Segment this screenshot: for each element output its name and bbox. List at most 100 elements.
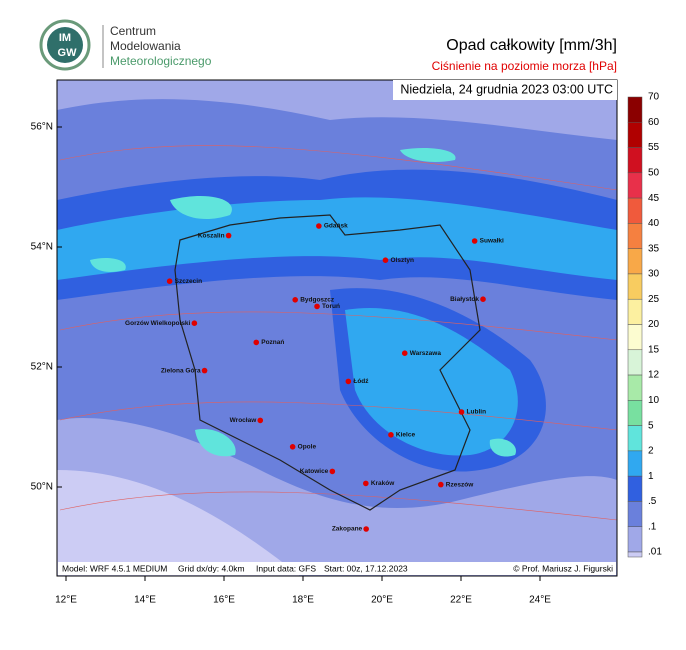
colorbar-box [627, 374, 643, 401]
city-marker [345, 378, 352, 385]
city-marker [438, 481, 444, 488]
colorbar-label: 35 [648, 243, 660, 254]
city-marker [316, 223, 322, 229]
colorbar-box [627, 324, 643, 351]
footer-text: Model: WRF 4.5.1 MEDIUM [62, 563, 167, 573]
city-marker [191, 320, 198, 327]
colorbar-label: 70 [648, 92, 660, 103]
city-label: Białystok [450, 296, 479, 303]
colorbar-label: 30 [648, 269, 660, 280]
colorbar-label: .01 [648, 547, 662, 558]
city-label: Toruń [322, 303, 340, 310]
institute-name: Modelowania [110, 39, 181, 53]
lat-label: 56°N [31, 122, 53, 133]
footer-strip [58, 562, 616, 575]
city-marker [458, 409, 465, 415]
lon-label: 20°E [371, 595, 393, 606]
city-marker [388, 432, 394, 438]
colorbar-box [627, 425, 643, 452]
city-marker [401, 350, 408, 357]
city-label: Warszawa [410, 350, 442, 357]
colorbar-label: 12 [648, 370, 660, 381]
city-label: Kielce [396, 432, 416, 439]
colorbar-label: 20 [648, 319, 660, 330]
colorbar-label: 15 [648, 344, 660, 355]
colorbar-box [627, 248, 643, 275]
city-marker [292, 297, 299, 303]
city-label: Suwałki [480, 238, 504, 245]
lat-label: 52°N [31, 362, 53, 373]
lon-label: 12°E [55, 595, 77, 606]
map-layers: 56°N 54°N 52°N 50°N 12°E 14°E 16°E 18°E 20°E 22°E… [31, 92, 663, 606]
lon-label: 14°E [134, 595, 156, 606]
colorbar-label: .1 [648, 521, 657, 532]
lon-label: 18°E [292, 595, 314, 606]
colorbar-box [627, 475, 643, 502]
city-marker [257, 417, 264, 424]
colorbar-box [627, 501, 643, 527]
institute-name: Meteorologicznego [110, 54, 212, 68]
colorbar-box [627, 197, 643, 224]
colorbar-box [627, 349, 643, 376]
city-marker [166, 278, 173, 285]
title: Opad całkowity [mm/3h] [446, 37, 617, 54]
lon-label: 22°E [450, 595, 472, 606]
lon-label: 16°E [213, 595, 235, 606]
city-marker [225, 232, 232, 239]
city-label: Gorzów Wielkopolski [125, 320, 191, 327]
city-label: Rzeszów [446, 481, 474, 488]
city-label: Lublin [467, 409, 487, 416]
city-label: Opole [298, 444, 317, 451]
logo-text: IM [59, 32, 71, 44]
map-frame [56, 79, 618, 577]
city-label: Katowice [300, 468, 329, 475]
city-marker [363, 526, 369, 532]
lat-label: 50°N [31, 482, 53, 493]
time-box [393, 80, 617, 100]
footer-text: Grid dx/dy: 4.0km [178, 563, 245, 573]
city-marker [382, 257, 389, 264]
city-marker [253, 339, 260, 346]
city-marker [471, 238, 478, 244]
colorbar-box [627, 273, 643, 300]
colorbar-label: 2 [648, 446, 654, 457]
logo: IM GW Centrum Modelowania Meteorologiczn… [39, 19, 212, 71]
city-label: Łódź [353, 378, 369, 385]
city-marker [363, 480, 369, 487]
colorbar-box [627, 551, 643, 558]
city-label: Koszalin [198, 232, 225, 239]
colorbar-box [627, 400, 643, 426]
colorbar-label: 50 [648, 167, 660, 178]
subtitle: Ciśnienie na poziomie morza [hPa] [432, 59, 617, 73]
colorbar-box [627, 298, 643, 325]
city-label: Poznań [261, 339, 284, 346]
footer-text: © Prof. Mariusz J. Figurski [513, 563, 613, 573]
institute-name: Centrum [110, 24, 156, 38]
colorbar-box [627, 96, 643, 123]
city-label: Olsztyn [390, 257, 414, 264]
colorbar-box [627, 172, 643, 199]
lon-label: 24°E [529, 595, 551, 606]
colorbar-box [627, 147, 643, 174]
city-marker [289, 444, 296, 450]
logo-text: GW [58, 47, 78, 59]
colorbar-box [627, 526, 643, 553]
city-label: Zakopane [332, 526, 363, 533]
colorbar-label: 45 [648, 193, 660, 204]
city-label: Zielona Góra [161, 367, 201, 374]
city-marker [314, 303, 320, 310]
colorbar-label: 40 [648, 218, 660, 229]
colorbar-box [627, 122, 643, 148]
footer-text: Input data: GFS [256, 563, 316, 573]
city-label: Gdańsk [324, 223, 348, 230]
colorbar-label: .5 [648, 496, 657, 507]
colorbar-box [627, 223, 643, 249]
colorbar-label: 5 [648, 420, 654, 431]
colorbar-label: 10 [648, 395, 660, 406]
footer-text: Start: 00z, 17.12.2023 [324, 563, 408, 573]
city-marker [201, 367, 208, 374]
colorbar-label: 25 [648, 294, 660, 305]
lat-label: 54°N [31, 242, 53, 253]
city-label: Szczecin [175, 278, 202, 285]
